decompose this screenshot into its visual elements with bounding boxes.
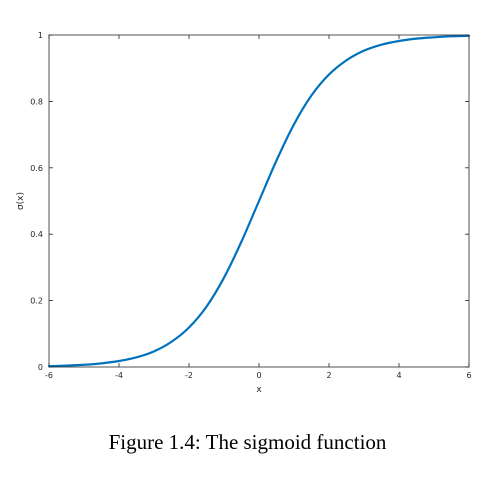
y-tick-label: 0.4 <box>30 230 43 239</box>
y-tick-label: 0.6 <box>30 164 43 173</box>
sigmoid-chart: -6 -4 -2 0 2 4 6 0 0.2 0.4 0.6 0.8 1 x σ(x) <box>16 31 472 395</box>
y-tick-label: 1 <box>38 31 43 40</box>
sigmoid-curve-line <box>47 34 471 368</box>
x-tick-label: 4 <box>396 371 401 380</box>
x-tick-label: -6 <box>45 371 53 380</box>
x-tick-label: 6 <box>466 371 471 380</box>
x-tick-label: -2 <box>185 371 193 380</box>
figure-caption: Figure 1.4: The sigmoid function <box>108 430 387 454</box>
y-axis-label: σ(x) <box>16 192 26 210</box>
y-tick-label: 0.2 <box>30 297 43 306</box>
x-tick-label: 0 <box>256 371 261 380</box>
y-tick-label: 0.8 <box>30 97 43 106</box>
x-tick-label: -4 <box>115 371 123 380</box>
y-tick-label: 0 <box>38 363 43 372</box>
x-axis-label: x <box>256 385 262 395</box>
series-layer <box>47 34 471 368</box>
x-tick-label: 2 <box>326 371 331 380</box>
tick-labels-layer: -6 -4 -2 0 2 4 6 0 0.2 0.4 0.6 0.8 1 <box>30 31 471 380</box>
plot-frame <box>48 34 470 368</box>
